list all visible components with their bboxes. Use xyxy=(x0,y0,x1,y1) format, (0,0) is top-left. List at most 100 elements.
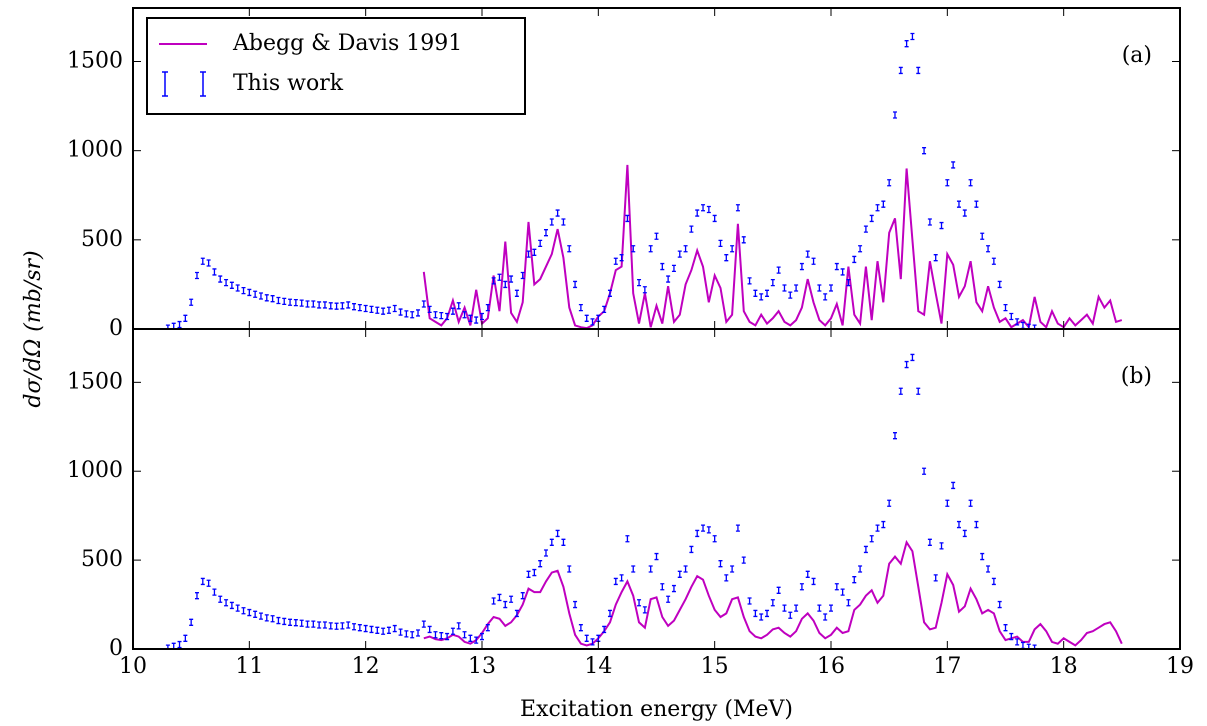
error-bar-point xyxy=(671,264,676,273)
error-bar-point xyxy=(555,209,560,217)
error-bar-point xyxy=(730,565,735,573)
error-bar-point xyxy=(799,262,804,271)
legend-label: This work xyxy=(233,71,344,96)
error-bar-point xyxy=(200,577,205,586)
error-bar-point xyxy=(282,297,287,306)
error-bar-point xyxy=(776,266,781,274)
error-bar-point xyxy=(724,574,729,582)
error-bar-point xyxy=(480,632,484,641)
error-bar-point xyxy=(305,300,310,308)
error-bar-point xyxy=(468,634,473,642)
x-axis-label: Excitation energy (MeV) xyxy=(520,697,793,722)
plot-frame xyxy=(132,328,1181,650)
error-bar-point xyxy=(741,556,746,564)
error-bar-point xyxy=(701,204,706,212)
error-bar-point xyxy=(224,278,229,287)
error-bar-point xyxy=(305,620,310,628)
error-bar-point xyxy=(386,626,391,634)
error-bar-point xyxy=(811,257,816,265)
error-bar-point xyxy=(898,387,903,395)
error-bar-point xyxy=(671,584,676,593)
error-bar-point xyxy=(829,284,833,292)
plot-area xyxy=(165,32,1123,329)
error-bar-point xyxy=(660,262,665,271)
error-bar-point xyxy=(474,316,479,324)
error-bar-point xyxy=(543,549,548,557)
error-bar-point xyxy=(416,309,421,317)
error-bar-point xyxy=(962,209,967,217)
error-bar-point xyxy=(933,574,938,582)
error-bar-point xyxy=(1015,638,1020,646)
error-bar-point xyxy=(805,570,810,578)
error-bar-point xyxy=(317,301,322,309)
x-tick-label: 16 xyxy=(817,654,845,679)
error-bar-point xyxy=(666,275,671,283)
error-bar-point xyxy=(299,619,304,627)
error-bar-point xyxy=(258,292,263,300)
error-bar-point xyxy=(491,277,496,285)
x-tick-label: 17 xyxy=(933,654,961,679)
error-bar-point xyxy=(991,577,996,586)
error-bar-point xyxy=(759,613,764,621)
error-bar-point xyxy=(980,232,985,240)
error-bar-point xyxy=(613,257,618,265)
error-bar-point xyxy=(980,552,985,561)
error-bar-point xyxy=(689,225,694,233)
error-bar-point xyxy=(945,499,950,507)
error-bar-point xyxy=(357,624,362,632)
error-bar-point xyxy=(200,257,205,265)
error-bar-point xyxy=(241,287,246,295)
error-bar-point xyxy=(468,314,473,322)
error-bar-point xyxy=(264,614,269,622)
panel-label: (a) xyxy=(1122,43,1152,68)
error-bar-point xyxy=(480,312,484,321)
error-bar-point xyxy=(363,624,368,633)
error-bar-point xyxy=(462,311,467,319)
error-bar-point xyxy=(811,577,816,586)
error-bar-point xyxy=(241,607,246,615)
error-bar-point xyxy=(340,622,345,630)
error-bar-point xyxy=(177,640,182,649)
error-bar-point xyxy=(450,627,455,635)
error-bar-point xyxy=(788,611,793,619)
legend-errorbar xyxy=(162,71,168,97)
error-bar-point xyxy=(631,565,636,573)
error-bar-point xyxy=(794,604,799,612)
error-bar-point xyxy=(869,535,874,543)
error-bar-point xyxy=(602,625,607,634)
error-bar-point xyxy=(805,250,810,258)
error-bar-point xyxy=(334,302,339,310)
error-bar-point xyxy=(410,631,415,639)
error-bar-point xyxy=(189,298,194,306)
error-bar-point xyxy=(823,613,828,621)
error-bar-point xyxy=(712,535,717,543)
error-bar-point xyxy=(520,592,525,600)
error-bar-point xyxy=(1026,643,1031,649)
error-bar-point xyxy=(410,311,415,319)
error-bar-point xyxy=(584,314,589,322)
error-bar-point xyxy=(439,311,444,320)
error-bar-point xyxy=(456,622,461,630)
x-tick-label: 12 xyxy=(352,654,380,679)
error-bar-point xyxy=(433,311,438,319)
x-tick-label: 10 xyxy=(119,654,147,679)
error-bar-point xyxy=(235,284,240,292)
error-bar-point xyxy=(561,538,566,546)
error-bar-point xyxy=(770,599,775,607)
error-bar-point xyxy=(788,291,793,299)
error-bar-point xyxy=(904,360,909,369)
error-bar-point xyxy=(898,66,903,75)
error-bar-point xyxy=(625,214,630,223)
plot-area xyxy=(165,353,1123,649)
error-bar-point xyxy=(497,273,502,281)
error-bar-point xyxy=(799,583,804,591)
error-bar-point xyxy=(637,278,642,287)
error-bar-point xyxy=(956,520,961,529)
x-tick-label: 15 xyxy=(701,654,729,679)
error-bar-point xyxy=(869,214,874,223)
error-bar-point xyxy=(997,280,1002,289)
error-bar-point xyxy=(328,302,333,310)
error-bar-point xyxy=(852,576,857,584)
error-bar-point xyxy=(765,289,770,297)
